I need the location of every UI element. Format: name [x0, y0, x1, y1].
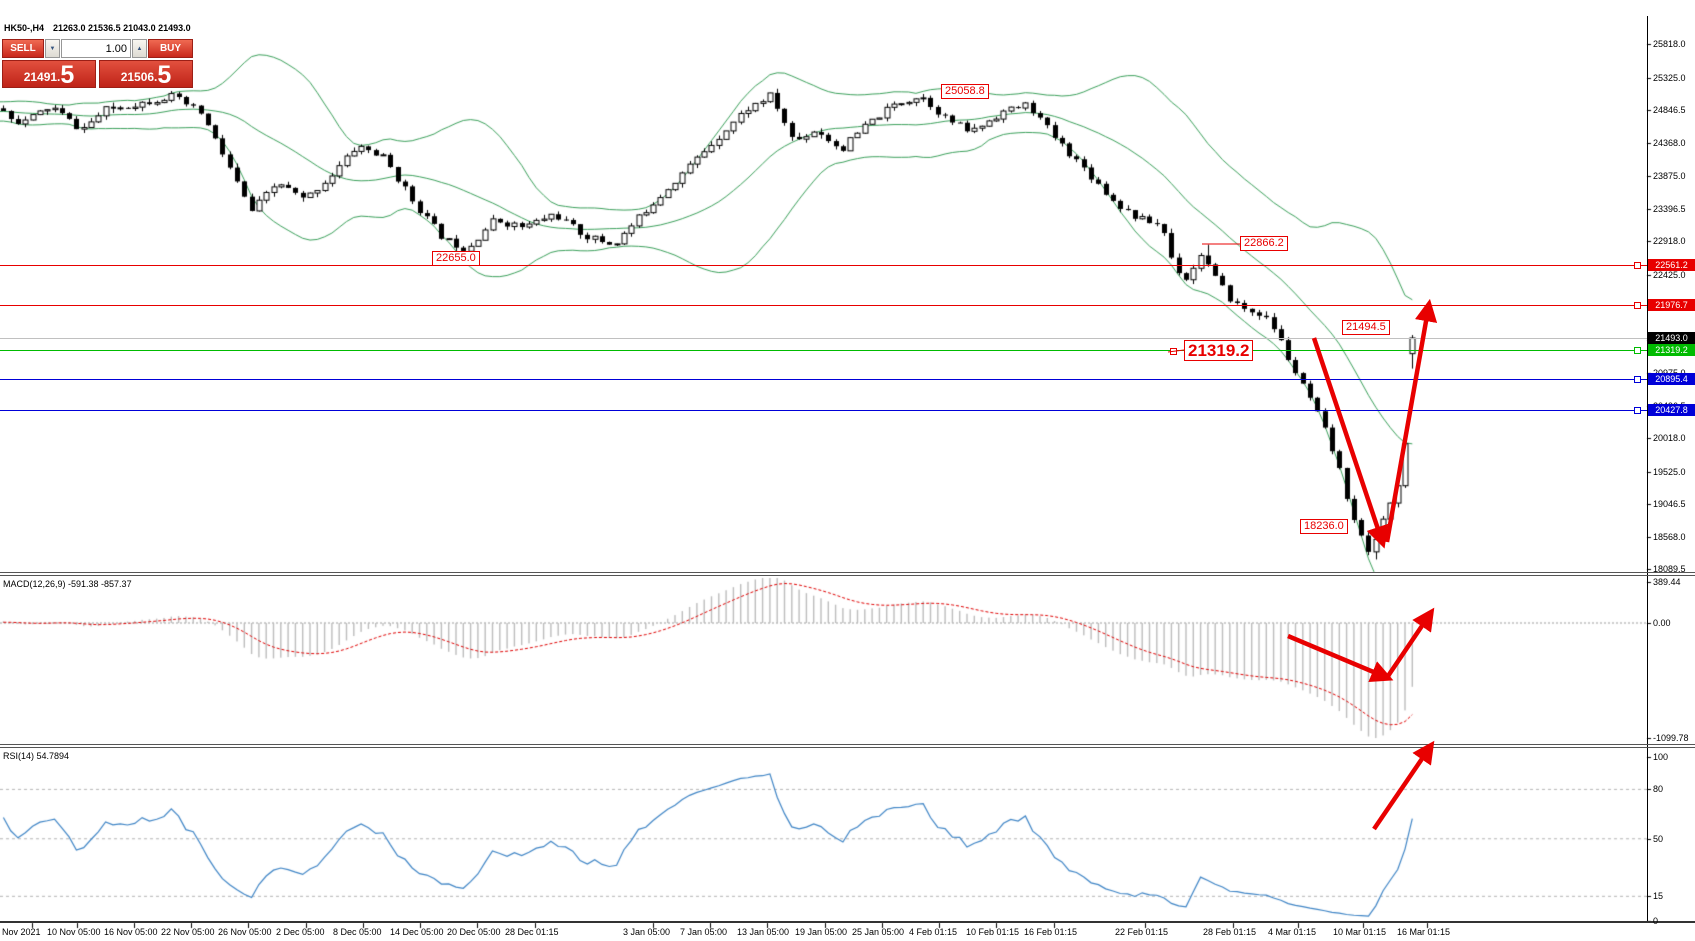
time-axis-label: 16 Mar 01:15	[1397, 927, 1451, 937]
rsi-axis-tick: 80	[1653, 784, 1664, 795]
level-line-marker[interactable]	[1634, 376, 1641, 383]
level-line-20895.4[interactable]	[0, 379, 1647, 380]
level-line-marker[interactable]	[1634, 347, 1641, 354]
time-axis-label: 4 Feb 01:15	[909, 927, 958, 937]
time-axis-label: 13 Jan 05:00	[737, 927, 790, 937]
macd-axis-tick: -1099.78	[1653, 733, 1689, 744]
symbol-name: HK50-,H4	[4, 23, 45, 33]
buy-price-display: 21506. 5	[99, 60, 193, 88]
volume-input[interactable]	[61, 39, 131, 58]
price-axis-tick: 19525.0	[1653, 466, 1686, 477]
ohlc-values: 21263.0 21536.5 21043.0 21493.0	[53, 23, 191, 33]
price-callout-21319.2[interactable]: 21319.2	[1184, 340, 1254, 361]
time-axis-separator	[0, 921, 1695, 923]
pane-separator	[0, 575, 1695, 576]
price-axis-tick: 22918.0	[1653, 236, 1686, 247]
rsi-axis-tick: 15	[1653, 891, 1664, 902]
axis-price-label-20895.4: 20895.4	[1648, 373, 1695, 385]
time-axis-label: 3 Jan 05:00	[623, 927, 671, 937]
axis-price-label-21319.2: 21319.2	[1648, 344, 1695, 356]
time-axis-label: 19 Jan 05:00	[795, 927, 848, 937]
time-axis-label: 16 Feb 01:15	[1024, 927, 1078, 937]
time-axis-label: 2 Dec 05:00	[276, 927, 325, 937]
sell-price-big: 5	[60, 61, 75, 89]
sell-price-display: 21491. 5	[2, 60, 96, 88]
time-axis-label: 7 Jan 05:00	[680, 927, 728, 937]
price-axis-tick: 20018.0	[1653, 433, 1686, 444]
rsi-axis-tick: 100	[1653, 751, 1669, 762]
level-line-21319.2[interactable]	[0, 350, 1647, 351]
buy-price-small: 21506.	[120, 70, 158, 84]
macd-indicator-label: MACD(12,26,9) -591.38 -857.37	[3, 579, 132, 589]
price-callout-22866.2[interactable]: 22866.2	[1240, 236, 1288, 251]
axis-price-label-22561.2: 22561.2	[1648, 259, 1695, 271]
sell-price-small: 21491.	[23, 70, 61, 84]
axis-price-label-21976.7: 21976.7	[1648, 299, 1695, 311]
time-axis-label: 22 Feb 01:15	[1115, 927, 1169, 937]
volume-decrease-button[interactable]: ▼	[45, 39, 60, 58]
buy-price-big: 5	[157, 61, 172, 89]
price-axis-tick: 23396.5	[1653, 203, 1686, 214]
rsi-axis-tick: 0	[1653, 916, 1659, 926]
time-axis-label: 25 Jan 05:00	[852, 927, 905, 937]
price-axis-tick: 25325.0	[1653, 72, 1686, 83]
price-axis-tick: 18568.0	[1653, 531, 1686, 542]
buy-button[interactable]: BUY	[148, 39, 193, 58]
price-axis-tick: 18089.5	[1653, 564, 1686, 575]
time-axis-label: 16 Nov 05:00	[104, 927, 158, 937]
pane-separator[interactable]	[0, 744, 1695, 745]
macd-axis-tick: 389.44	[1653, 577, 1681, 588]
sell-button[interactable]: SELL	[2, 39, 44, 58]
axis-price-label-20427.8: 20427.8	[1648, 404, 1695, 416]
level-line-21493.0	[0, 338, 1647, 339]
time-axis-label: 10 Mar 01:15	[1333, 927, 1387, 937]
price-axis-tick: 23875.0	[1653, 171, 1686, 182]
price-axis-border	[1647, 16, 1648, 922]
price-axis-tick: 25818.0	[1653, 39, 1686, 49]
callout-anchor-marker[interactable]	[1170, 348, 1177, 355]
price-axis-tick: 24368.0	[1653, 137, 1686, 148]
one-click-trading-panel: SELL ▼ ▲ BUY 21491.5 21506.5	[2, 39, 193, 88]
pane-separator[interactable]	[0, 572, 1695, 573]
level-line-marker[interactable]	[1634, 302, 1641, 309]
level-line-21976.7[interactable]	[0, 305, 1647, 306]
time-axis-label: 22 Nov 05:00	[161, 927, 215, 937]
rsi-axis-tick: 50	[1653, 833, 1664, 844]
time-axis-label: Nov 2021	[2, 927, 41, 937]
price-axis-tick: 19046.5	[1653, 499, 1686, 510]
time-axis-label: 28 Feb 01:15	[1203, 927, 1257, 937]
level-line-20427.8[interactable]	[0, 410, 1647, 411]
macd-axis-tick: 0.00	[1653, 618, 1671, 628]
level-line-marker[interactable]	[1634, 262, 1641, 269]
time-axis-label: 14 Dec 05:00	[390, 927, 444, 937]
axis-price-label-21493.0: 21493.0	[1648, 332, 1695, 344]
time-axis-label: 20 Dec 05:00	[447, 927, 501, 937]
rsi-indicator-label: RSI(14) 54.7894	[3, 751, 70, 761]
price-axis-tick: 24846.5	[1653, 105, 1686, 116]
time-axis-label: 8 Dec 05:00	[333, 927, 382, 937]
price-callout-22655.0[interactable]: 22655.0	[432, 251, 480, 266]
time-axis-label: 4 Mar 01:15	[1268, 927, 1317, 937]
symbol-info: HK50-,H4 21263.0 21536.5 21043.0 21493.0	[4, 23, 191, 33]
time-axis-label: 26 Nov 05:00	[218, 927, 272, 937]
price-callout-25058.8[interactable]: 25058.8	[941, 84, 989, 99]
price-axis-tick: 22425.0	[1653, 269, 1686, 280]
time-axis-label: 10 Nov 05:00	[47, 927, 101, 937]
level-line-marker[interactable]	[1634, 407, 1641, 414]
time-axis-label: 10 Feb 01:15	[966, 927, 1020, 937]
pane-separator	[0, 747, 1695, 748]
price-callout-18236.0[interactable]: 18236.0	[1300, 519, 1348, 534]
price-callout-21494.5[interactable]: 21494.5	[1342, 320, 1390, 335]
time-axis-label: 28 Dec 01:15	[505, 927, 559, 937]
level-line-22561.2[interactable]	[0, 265, 1647, 266]
volume-increase-button[interactable]: ▲	[132, 39, 147, 58]
